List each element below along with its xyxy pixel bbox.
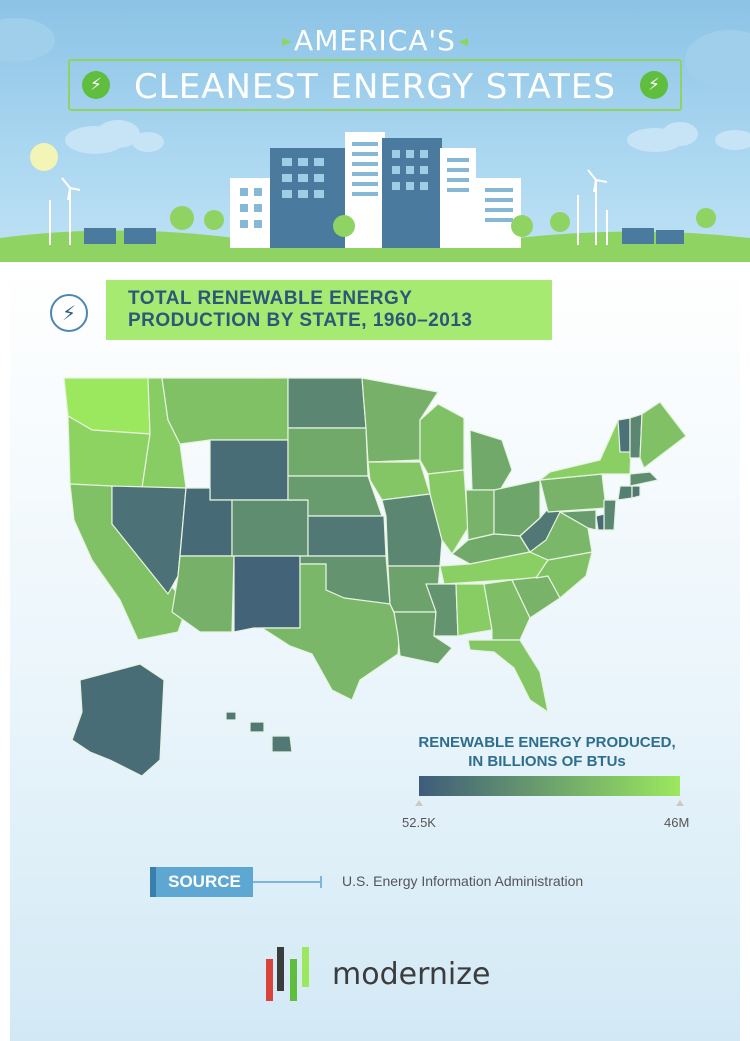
- state-ms: [425, 583, 459, 637]
- legend-min-tick: [415, 800, 423, 806]
- legend-gradient-bar: [419, 776, 680, 796]
- title-frame: ⚡ CLEANEST ENERGY STATES ⚡: [68, 59, 682, 111]
- state-nv: [111, 485, 187, 595]
- state-al: [455, 583, 493, 637]
- section-title-box: TOTAL RENEWABLE ENERGY PRODUCTION BY STA…: [106, 280, 552, 340]
- state-wy: [209, 439, 289, 501]
- state-de: [595, 513, 605, 531]
- state-ri: [631, 485, 641, 499]
- skyline-illustration: [0, 18, 750, 262]
- state-fl: [467, 639, 549, 713]
- section-title: TOTAL RENEWABLE ENERGY PRODUCTION BY STA…: [128, 288, 473, 331]
- modernize-logo-icon: [266, 947, 309, 1001]
- sun-icon: [30, 143, 58, 171]
- state-ma: [629, 471, 659, 487]
- lightning-bolt-icon: ⚡: [82, 71, 110, 99]
- state-ks: [307, 515, 387, 557]
- source-connector: [253, 881, 321, 883]
- state-mt: [161, 377, 289, 445]
- wind-turbines: [49, 169, 608, 245]
- state-ak: [71, 663, 165, 777]
- state-sd: [287, 427, 369, 477]
- arrow-left-icon: [458, 38, 468, 46]
- arrow-right-icon: [282, 38, 292, 46]
- source-connector-cap: [320, 876, 322, 888]
- state-ct: [617, 485, 633, 501]
- state-nm: [233, 555, 301, 633]
- state-hi: [225, 711, 293, 753]
- solar-panels: [84, 228, 684, 244]
- brand-name: modernize: [332, 957, 491, 992]
- state-vt: [617, 417, 631, 453]
- state-nd: [287, 377, 367, 429]
- title-line2: CLEANEST ENERGY STATES: [134, 67, 616, 107]
- clouds: [0, 18, 750, 154]
- header-banner: AMERICA'S ⚡ CLEANEST ENERGY STATES ⚡: [0, 0, 750, 262]
- state-co: [231, 499, 309, 557]
- source-label: SOURCE: [150, 867, 253, 897]
- state-mi: [469, 429, 513, 491]
- legend-title: RENEWABLE ENERGY PRODUCED, IN BILLIONS O…: [418, 734, 676, 770]
- state-in: [465, 489, 495, 541]
- state-me: [639, 401, 687, 469]
- state-pa: [539, 473, 607, 513]
- state-wi: [419, 403, 465, 475]
- state-tx: [261, 563, 401, 701]
- buildings: [230, 132, 521, 248]
- source-text: U.S. Energy Information Administration: [342, 873, 584, 889]
- title-line1: AMERICA'S: [294, 24, 456, 57]
- state-md: [559, 509, 597, 531]
- state-ia: [367, 461, 431, 501]
- legend-max-label: 46M: [664, 815, 690, 830]
- trees: [170, 206, 716, 237]
- legend-min-label: 52.5K: [402, 815, 436, 830]
- lightning-bolt-icon: ⚡: [640, 71, 668, 99]
- state-nj: [603, 499, 617, 531]
- legend-max-tick: [676, 800, 684, 806]
- lightning-bolt-icon: ⚡: [50, 294, 88, 332]
